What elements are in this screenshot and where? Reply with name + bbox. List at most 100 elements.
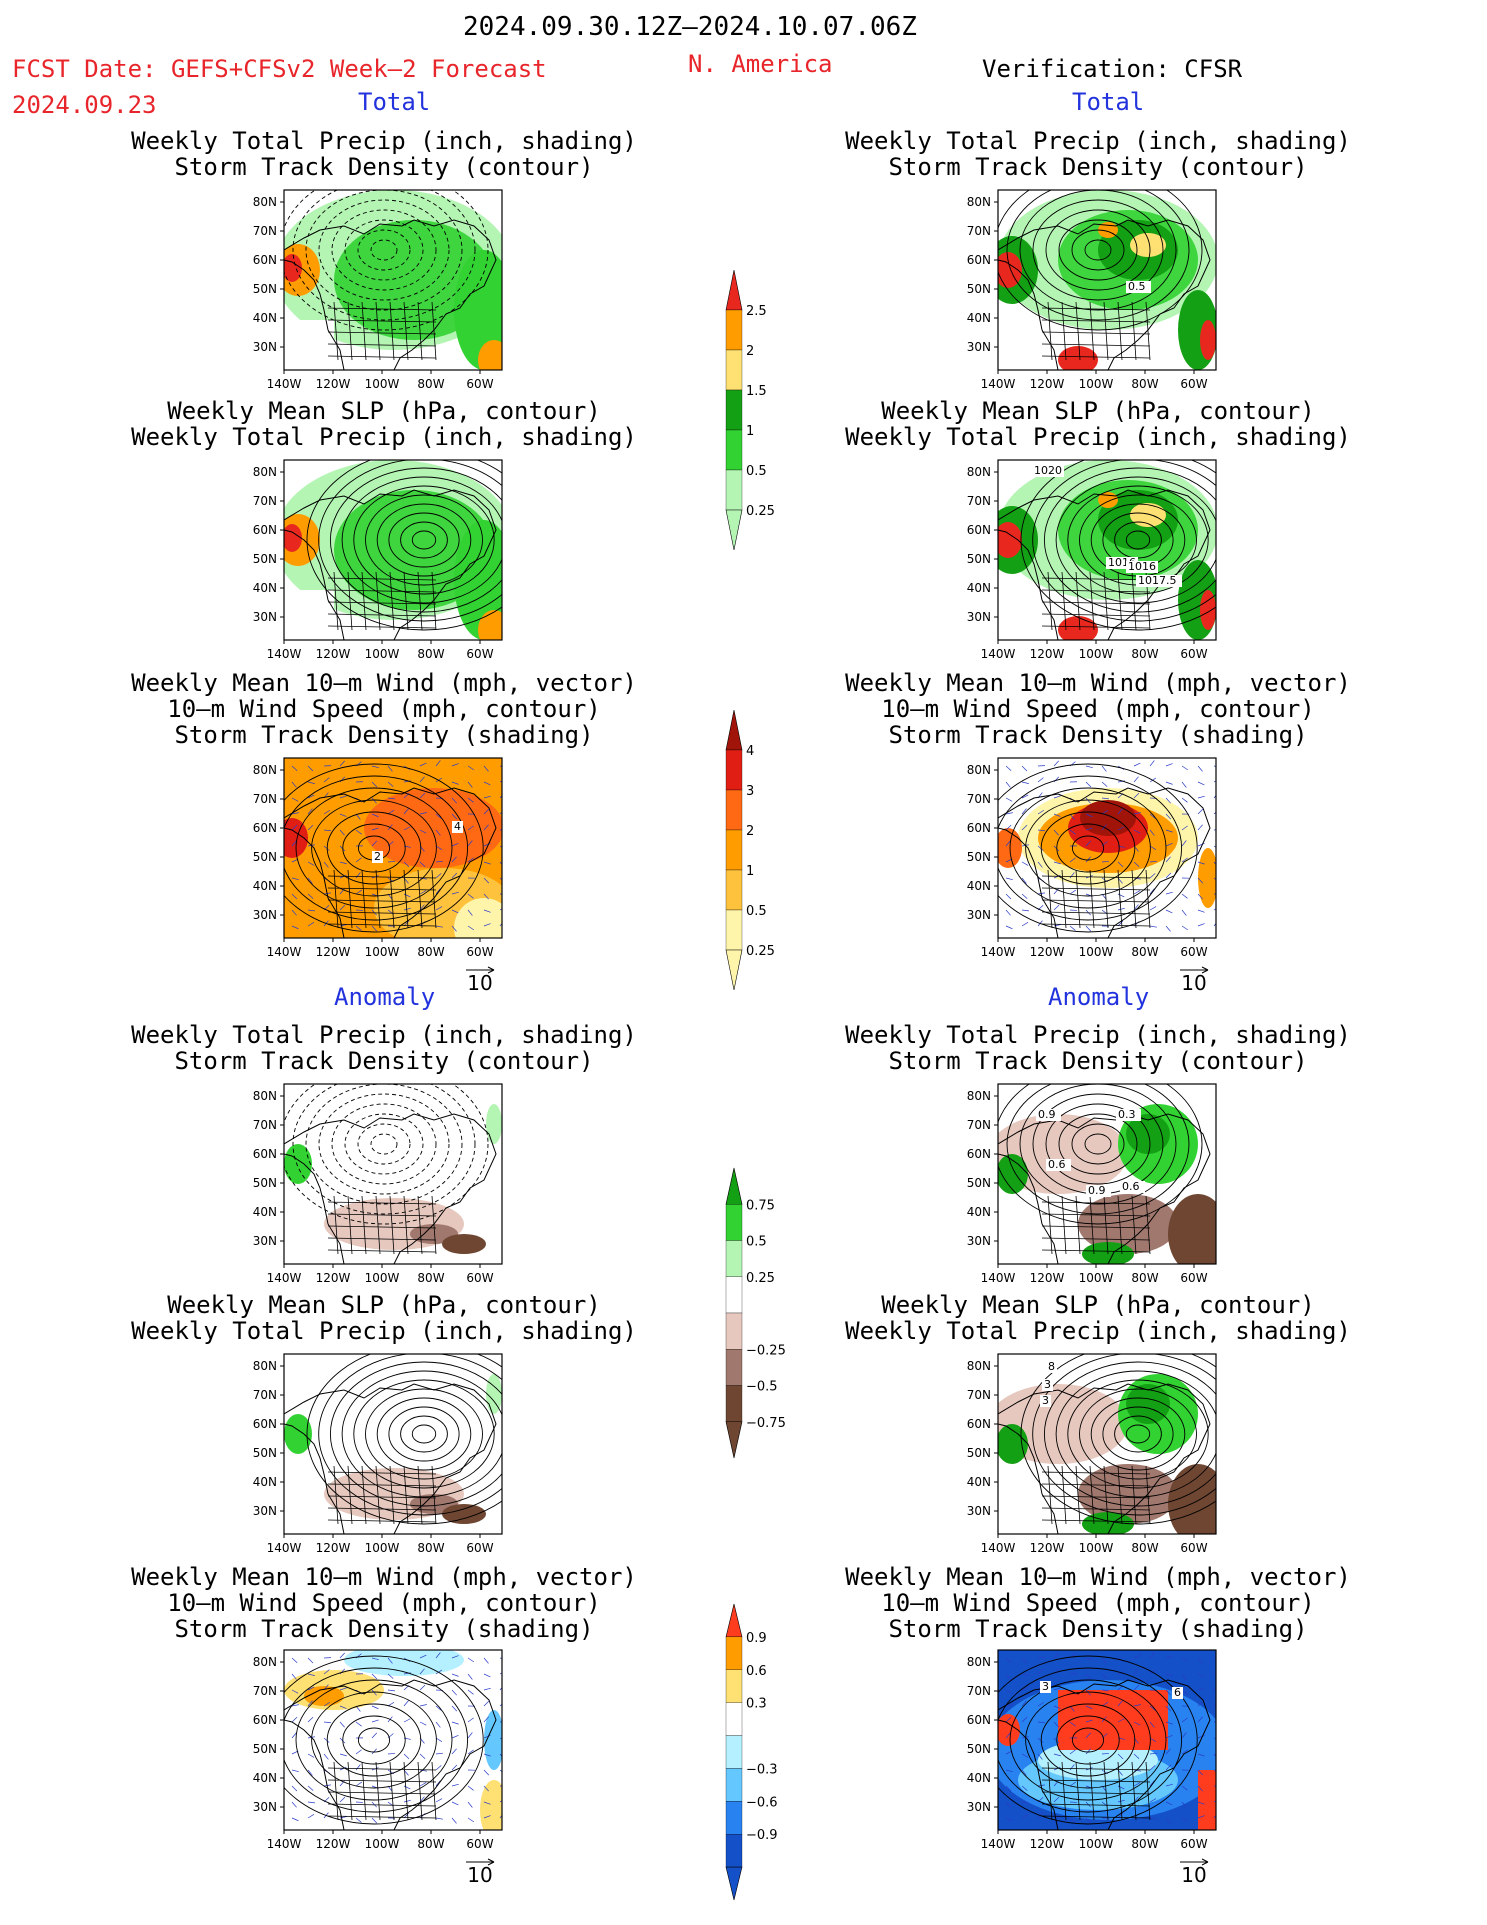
lat-tick-label: 60N [253,821,277,835]
contour-label: 3 [1044,1378,1051,1391]
forecast-label: FCST Date: GEFS+CFSv2 Week–2 Forecast [12,55,547,83]
lon-tick-label: 80W [1131,945,1158,959]
lon-tick-label: 140W [267,1271,302,1285]
lat-tick-label: 30N [253,1800,277,1814]
lon-tick-label: 140W [267,1541,302,1555]
lat-tick-label: 70N [967,494,991,508]
colorbar-precip-anom: 0.75 0.5 0.25 −0.25 −0.5 −0.75 [725,1167,786,1459]
lat-tick-label: 60N [253,523,277,537]
lon-tick-label: 80W [417,1271,444,1285]
lon-tick-label: 60W [466,377,493,391]
lat-tick-label: 80N [967,1089,991,1103]
map-panel-fc-anom-precip: 80N 70N 60N 50N 40N 30N 140W 120W 100W 80W 60W [253,1083,503,1285]
lon-tick-label: 100W [365,1837,400,1851]
lon-tick-label: 100W [1079,1837,1114,1851]
lat-tick-label: 30N [967,1800,991,1814]
lon-tick-label: 100W [1079,377,1114,391]
lon-tick-label: 120W [316,1837,351,1851]
lat-tick-label: 40N [253,1475,277,1489]
map-panel-vf-anom-wind: 3 6 80N 70N 60N 50N 40N 30N 140W 120W 100W 80W 60W 10 [967,1649,1217,1887]
lon-tick-label: 120W [316,647,351,661]
colorbar-label: −0.3 [746,1762,778,1777]
lon-tick-label: 80W [417,1837,444,1851]
map-plot-area: 80N 70N 60N 50N 40N 30N 140W 120W 100W 80W 60W 10 [253,1649,503,1887]
map-plot-area: 80N 70N 60N 50N 40N 30N 140W 120W 100W 80W 60W [253,1353,503,1555]
map-panel-vf-total-precip: 0.5 80N 70N 60N 50N 40N 30N 140W 120W 100W 80W 60W [967,189,1217,391]
lon-tick-label: 60W [1180,945,1207,959]
lon-tick-label: 140W [267,647,302,661]
lat-tick-label: 50N [253,1446,277,1460]
map-plot-area: 4 2 80N 70N 60N 50N 40N 30N 140W 120W 100W 80W 60W 10 [253,757,503,995]
map-panel-vf-anom-slp: 8 3 3 80N 70N 60N 50N 40N 30N 140W 120W 100W 80W 60W [967,1353,1217,1555]
vector-reference-label: 10 [1181,971,1206,995]
colorbar-label: −0.9 [746,1828,778,1843]
map-panel-vf-anom-precip: 0.9 0.3 0.6 0.9 0.6 80N 70N 60N 50N 40N 30N 140W 120… [967,1083,1217,1285]
lon-tick-label: 140W [981,377,1016,391]
map-plot-area: 80N 70N 60N 50N 40N 30N 140W 120W 100W 80W 60W [253,1083,503,1285]
lon-tick-label: 60W [466,945,493,959]
colorbar-label: 0.25 [746,504,775,519]
colorbar-label: 0.5 [746,464,767,479]
lat-tick-label: 60N [967,253,991,267]
lat-tick-label: 80N [967,1655,991,1669]
lon-tick-label: 60W [1180,1271,1207,1285]
map-panel-fc-total-wind: 4 2 80N 70N 60N 50N 40N 30N 140W 120W 100W 80W 60W 10 [253,757,503,995]
lon-tick-label: 100W [365,945,400,959]
lat-tick-label: 50N [967,282,991,296]
lat-tick-label: 60N [253,253,277,267]
lat-tick-label: 70N [253,1118,277,1132]
colorbar-label: 2 [746,344,754,359]
map-panel-fc-anom-wind: 80N 70N 60N 50N 40N 30N 140W 120W 100W 80W 60W 10 [253,1649,503,1887]
lon-tick-label: 120W [1030,945,1065,959]
lat-tick-label: 70N [253,1684,277,1698]
colorbar-label: 2.5 [746,304,767,319]
lon-tick-label: 60W [1180,377,1207,391]
lat-tick-label: 30N [967,610,991,624]
lon-tick-label: 60W [466,1837,493,1851]
lon-tick-label: 120W [1030,647,1065,661]
title-vf-total-slp: Weekly Mean SLP (hPa, contour) Weekly Tot… [845,397,1351,451]
lat-tick-label: 30N [967,1504,991,1518]
lon-tick-label: 140W [981,647,1016,661]
colorbar-label: 2 [746,824,754,839]
map-plot-area: 80N 70N 60N 50N 40N 30N 140W 120W 100W 80W 60W 10 [967,757,1217,995]
colorbar-label: 1 [746,424,754,439]
contour-label: 3 [1042,1394,1049,1407]
map-panel-fc-total-precip: 80N 70N 60N 50N 40N 30N 140W 120W 100W 80W 60W [253,189,503,391]
lat-tick-label: 80N [967,1359,991,1373]
lat-tick-label: 30N [967,1234,991,1248]
contour-label: 0.9 [1088,1184,1106,1197]
lon-tick-label: 140W [981,1541,1016,1555]
colorbar-label: 0.25 [746,944,775,959]
lat-tick-label: 80N [967,763,991,777]
lon-tick-label: 120W [316,1271,351,1285]
lat-tick-label: 70N [967,1388,991,1402]
vector-reference-label: 10 [1181,1863,1206,1887]
map-plot-area: 0.5 80N 70N 60N 50N 40N 30N 140W 120W 100W 80W 60W [967,189,1217,391]
lon-tick-label: 80W [1131,1837,1158,1851]
colorbar-label: 0.25 [746,1271,775,1286]
lat-tick-label: 40N [253,1205,277,1219]
contour-label: 0.5 [1128,280,1146,293]
lat-tick-label: 30N [253,1234,277,1248]
vector-reference-label: 10 [467,1863,492,1887]
lon-tick-label: 60W [466,1271,493,1285]
colorbar-label: 0.5 [746,1235,767,1250]
contour-label: 1020 [1034,464,1062,477]
lat-tick-label: 80N [253,465,277,479]
lon-tick-label: 120W [1030,1837,1065,1851]
date-range-title: 2024.09.30.12Z–2024.10.07.06Z [463,12,917,42]
lon-tick-label: 140W [267,1837,302,1851]
colorbar-label: −0.25 [746,1343,786,1358]
vector-reference-label: 10 [467,971,492,995]
colorbar-label: 1 [746,864,754,879]
lat-tick-label: 30N [967,340,991,354]
map-plot-area: 0.9 0.3 0.6 0.9 0.6 80N 70N 60N 50N 40N 30N 140W 120… [967,1083,1217,1285]
section-total-left: Total [358,88,431,116]
map-plot-area: 80N 70N 60N 50N 40N 30N 140W 120W 100W 80W 60W [253,459,503,661]
lat-tick-label: 60N [253,1713,277,1727]
lon-tick-label: 60W [466,1541,493,1555]
lon-tick-label: 80W [417,377,444,391]
lat-tick-label: 60N [967,1417,991,1431]
lat-tick-label: 60N [967,1713,991,1727]
